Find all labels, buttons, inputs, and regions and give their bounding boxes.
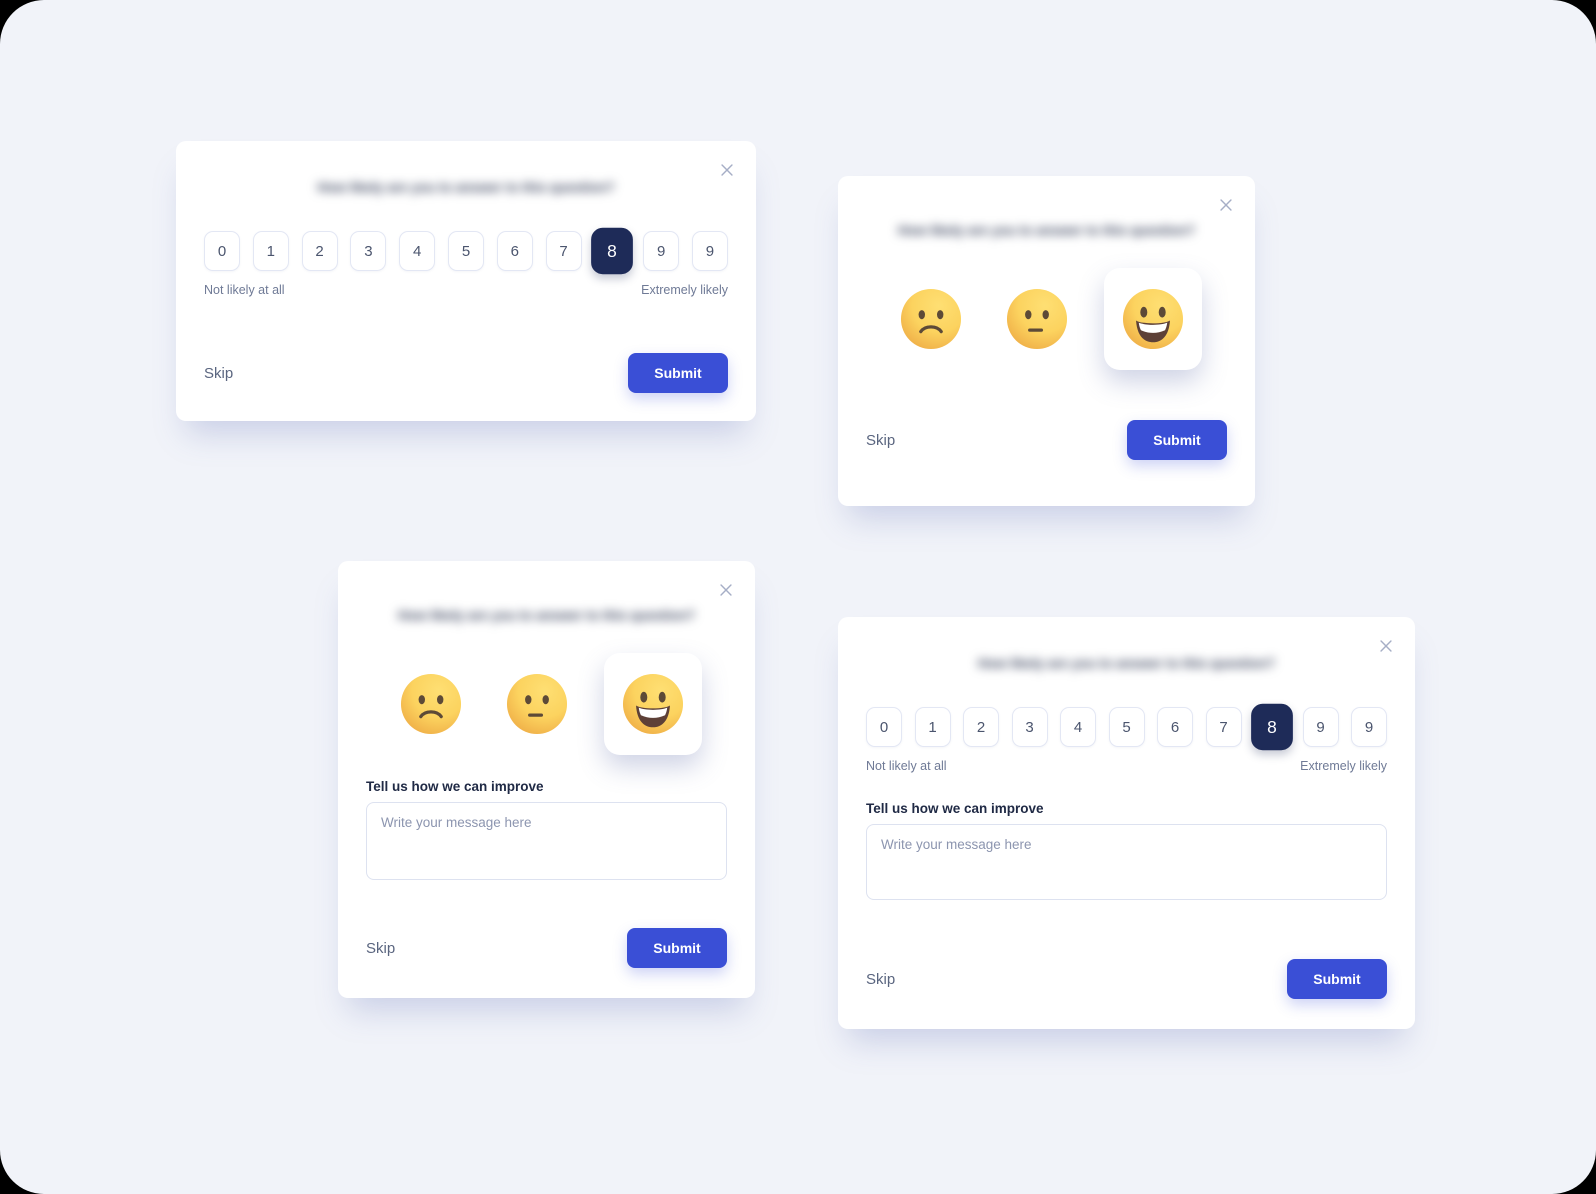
rating-button-6[interactable]: 6 [496,231,533,272]
emoji-option-neutral[interactable] [1006,288,1068,350]
sad-emoji-icon [400,674,461,735]
sad-emoji-icon [900,289,961,350]
scale-end-labels: Not likely at all Extremely likely [204,283,728,297]
card-footer: Skip Submit [866,959,1387,999]
submit-button[interactable]: Submit [627,928,727,968]
skip-link[interactable]: Skip [366,939,396,957]
close-icon [1220,199,1232,211]
feedback-textarea[interactable] [866,824,1387,901]
improve-label: Tell us how we can improve [366,779,544,795]
neutral-emoji-icon [1006,289,1067,350]
happy-emoji-icon [1122,289,1183,350]
emoji-option-happy-selected[interactable] [603,653,702,756]
close-icon [720,584,732,596]
card-footer: Skip Submit [866,420,1227,460]
rating-button-2[interactable]: 2 [301,231,338,272]
emoji-rating [366,653,727,756]
rating-button-3[interactable]: 3 [1011,707,1048,748]
emoji-option-sad[interactable] [900,288,962,350]
card-footer: Skip Submit [366,928,727,968]
rating-button-2[interactable]: 2 [963,707,999,748]
close-icon [1380,640,1392,652]
rating-button-9[interactable]: 9 [1302,707,1339,748]
rating-button-4[interactable]: 4 [399,231,436,272]
close-icon [721,164,733,176]
rating-button-7[interactable]: 7 [545,231,582,272]
card-footer: Skip Submit [204,353,728,393]
survey-question-blurred: How likely are you to answer to this que… [977,656,1276,671]
rating-button-9b[interactable]: 9 [1351,707,1387,748]
submit-button[interactable]: Submit [628,353,728,393]
submit-button[interactable]: Submit [1287,959,1387,999]
rating-button-6[interactable]: 6 [1157,707,1193,748]
rating-scale: 0 1 2 3 4 5 6 7 8 9 9 [866,704,1387,751]
neutral-emoji-icon [506,674,567,735]
emoji-option-happy-selected[interactable] [1103,268,1202,371]
rating-scale: 0 1 2 3 4 5 6 7 8 9 9 [204,228,728,275]
rating-button-4[interactable]: 4 [1060,707,1096,748]
happy-emoji-icon [622,674,683,735]
max-label: Extremely likely [1300,759,1387,774]
feedback-textarea[interactable] [366,802,727,881]
rating-button-0[interactable]: 0 [204,231,240,272]
max-label: Extremely likely [641,283,728,298]
nps-survey-card-with-feedback: How likely are you to answer to this que… [838,617,1415,1029]
rating-button-1[interactable]: 1 [914,707,951,748]
rating-button-5[interactable]: 5 [447,231,484,272]
skip-link[interactable]: Skip [866,431,896,449]
skip-link[interactable]: Skip [204,364,234,382]
emoji-option-sad[interactable] [400,673,462,735]
close-button[interactable] [717,581,735,599]
min-label: Not likely at all [866,759,947,774]
close-button[interactable] [1377,637,1395,655]
scale-end-labels: Not likely at all Extremely likely [866,759,1387,773]
rating-button-3[interactable]: 3 [350,231,387,272]
rating-button-8-selected[interactable]: 8 [1251,704,1293,751]
survey-question-blurred: How likely are you to answer to this que… [897,223,1196,238]
close-button[interactable] [718,161,736,179]
rating-button-9b[interactable]: 9 [691,231,728,272]
emoji-survey-card-with-feedback: How likely are you to answer to this que… [338,561,755,998]
min-label: Not likely at all [204,283,285,298]
close-button[interactable] [1217,196,1235,214]
rating-button-5[interactable]: 5 [1108,707,1145,748]
improve-label: Tell us how we can improve [866,801,1044,817]
nps-survey-card-compact: How likely are you to answer to this que… [176,141,756,421]
survey-question-blurred: How likely are you to answer to this que… [317,180,615,195]
rating-button-0[interactable]: 0 [866,707,902,748]
emoji-survey-card-compact: How likely are you to answer to this que… [838,176,1255,506]
rating-button-8-selected[interactable]: 8 [591,228,634,275]
skip-link[interactable]: Skip [866,970,896,988]
emoji-rating [866,268,1227,371]
emoji-option-neutral[interactable] [506,673,568,735]
rating-button-7[interactable]: 7 [1205,707,1242,748]
rating-button-1[interactable]: 1 [252,231,289,272]
rating-button-9[interactable]: 9 [643,231,680,272]
survey-question-blurred: How likely are you to answer to this que… [397,608,696,623]
submit-button[interactable]: Submit [1127,420,1227,460]
